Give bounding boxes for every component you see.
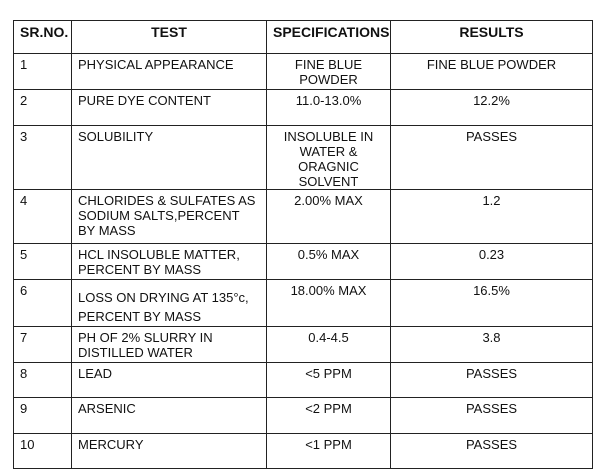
cell-test: MERCURY [71, 433, 267, 469]
cell-result: 0.23 [390, 243, 593, 280]
cell-specification: <1 PPM [266, 433, 391, 469]
table-row: 9 ARSENIC <2 PPM PASSES [13, 397, 593, 434]
header-sr-no: SR.NO. [13, 20, 72, 54]
specifications-table: SR.NO. TEST SPECIFICATIONS RESULTS 1 PHYS… [13, 20, 593, 469]
cell-result: PASSES [390, 362, 593, 398]
cell-sr-no: 10 [13, 433, 72, 469]
table-row: 5 HCL INSOLUBLE MATTER, PERCENT BY MASS 0.… [13, 243, 593, 280]
cell-specification: INSOLUBLE IN WATER & ORAGNIC SOLVENT [266, 125, 391, 190]
cell-result: 16.5% [390, 279, 593, 327]
table-row: 8 LEAD <5 PPM PASSES [13, 362, 593, 398]
cell-result: FINE BLUE POWDER [390, 53, 593, 90]
header-row: SR.NO. TEST SPECIFICATIONS RESULTS [13, 20, 593, 54]
cell-test: HCL INSOLUBLE MATTER, PERCENT BY MASS [71, 243, 267, 280]
cell-test: PHYSICAL APPEARANCE [71, 53, 267, 90]
table-row: 3 SOLUBILITY INSOLUBLE IN WATER & ORAGNIC … [13, 125, 593, 190]
cell-result: 3.8 [390, 326, 593, 363]
table-row: 4 CHLORIDES & SULFATES AS SODIUM SALTS,PE… [13, 189, 593, 244]
cell-result: PASSES [390, 433, 593, 469]
header-specifications: SPECIFICATIONS [266, 20, 391, 54]
cell-specification: 2.00% MAX [266, 189, 391, 244]
cell-specification: FINE BLUE POWDER [266, 53, 391, 90]
cell-result: 12.2% [390, 89, 593, 126]
cell-result: PASSES [390, 125, 593, 190]
header-results: RESULTS [390, 20, 593, 54]
cell-result: PASSES [390, 397, 593, 434]
table-row: 6 LOSS ON DRYING AT 135°c, PERCENT BY MAS… [13, 279, 593, 327]
cell-specification: 11.0-13.0% [266, 89, 391, 126]
cell-sr-no: 6 [13, 279, 72, 327]
cell-specification: 18.00% MAX [266, 279, 391, 327]
cell-test: ARSENIC [71, 397, 267, 434]
cell-sr-no: 5 [13, 243, 72, 280]
header-test: TEST [71, 20, 267, 54]
cell-sr-no: 9 [13, 397, 72, 434]
cell-sr-no: 4 [13, 189, 72, 244]
cell-specification: <2 PPM [266, 397, 391, 434]
table-row: 2 PURE DYE CONTENT 11.0-13.0% 12.2% [13, 89, 593, 126]
table-row: 1 PHYSICAL APPEARANCE FINE BLUE POWDER FINE… [13, 53, 593, 90]
cell-test: SOLUBILITY [71, 125, 267, 190]
table-row: 10 MERCURY <1 PPM PASSES [13, 433, 593, 469]
cell-result: 1.2 [390, 189, 593, 244]
table-row: 7 PH OF 2% SLURRY IN DISTILLED WATER 0.4-4… [13, 326, 593, 363]
cell-test: LEAD [71, 362, 267, 398]
cell-test: CHLORIDES & SULFATES AS SODIUM SALTS,PER… [71, 189, 267, 244]
cell-sr-no: 2 [13, 89, 72, 126]
cell-sr-no: 7 [13, 326, 72, 363]
cell-specification: 0.5% MAX [266, 243, 391, 280]
cell-test: PH OF 2% SLURRY IN DISTILLED WATER [71, 326, 267, 363]
cell-specification: <5 PPM [266, 362, 391, 398]
cell-test: PURE DYE CONTENT [71, 89, 267, 126]
cell-specification: 0.4-4.5 [266, 326, 391, 363]
cell-sr-no: 3 [13, 125, 72, 190]
cell-sr-no: 8 [13, 362, 72, 398]
cell-test: LOSS ON DRYING AT 135°c, PERCENT BY MASS [71, 279, 267, 327]
cell-sr-no: 1 [13, 53, 72, 90]
